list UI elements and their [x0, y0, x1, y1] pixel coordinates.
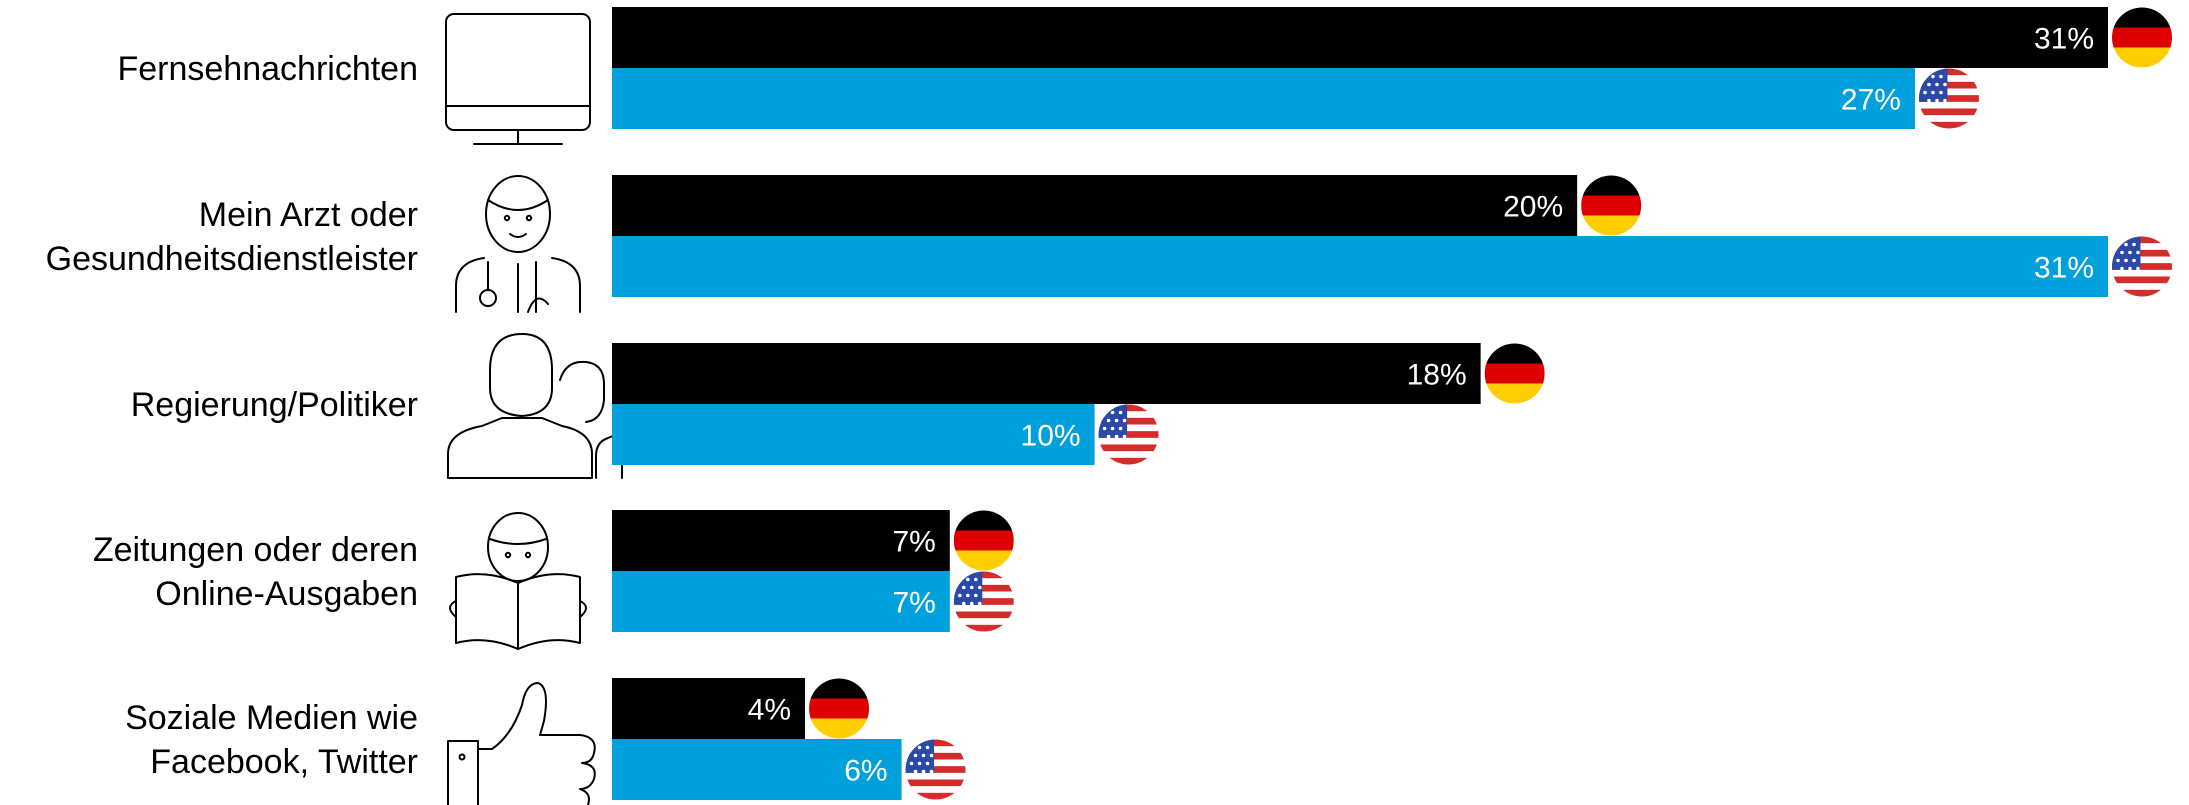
bar-germany [612, 175, 1578, 236]
bar-usa [612, 68, 1915, 129]
value-label: 4% [748, 694, 791, 727]
usa-flag-icon [905, 739, 966, 800]
value-label: 6% [844, 755, 887, 788]
usa-flag-icon [1098, 404, 1159, 465]
bar-germany [612, 678, 806, 739]
bars [612, 7, 2108, 800]
value-label: 10% [1021, 420, 1081, 453]
germany-flag-icon [2112, 7, 2172, 68]
value-label: 27% [1841, 84, 1901, 117]
category-label: Zeitungen oder deren Online-Ausgaben [93, 531, 418, 613]
value-label: 31% [2034, 23, 2094, 56]
doctor-icon [455, 175, 581, 313]
category-label: Regierung/Politiker [131, 386, 418, 424]
bar-germany [612, 343, 1481, 404]
value-label: 18% [1407, 359, 1467, 392]
value-label: 7% [892, 587, 935, 620]
germany-flag-icon [1581, 175, 1642, 236]
monitor-icon [445, 13, 591, 145]
germany-flag-icon [953, 510, 1014, 571]
bar-germany [612, 7, 2108, 68]
bar-usa [612, 571, 950, 632]
germany-flag-icon [1484, 343, 1545, 404]
category-label: Soziale Medien wie Facebook, Twitter [125, 699, 418, 781]
usa-flag-icon [1918, 68, 1979, 129]
bar-usa [612, 236, 2108, 297]
germany-flag-icon [809, 678, 870, 739]
category-icons [445, 13, 623, 805]
usa-flag-icon [953, 571, 1014, 632]
thumbs-up-icon [447, 682, 596, 805]
usa-flag-icon [2112, 236, 2172, 297]
politicians-icon [447, 333, 623, 479]
bar-germany [612, 510, 950, 571]
value-label: 20% [1503, 191, 1563, 224]
flags [809, 7, 2172, 800]
bar-usa [612, 739, 902, 800]
bar-usa [612, 404, 1095, 465]
category-label: Mein Arzt oder Gesundheitsdienstleister [46, 196, 418, 278]
value-label: 7% [892, 526, 935, 559]
value-label: 31% [2034, 252, 2094, 285]
category-labels: Fernsehnachrichten Mein Arzt oder Gesundhe… [46, 50, 418, 781]
value-labels: 31% 27% 20% 31% 18% 10% 7% 7% 4% 6% [748, 23, 2094, 788]
category-label: Fernsehnachrichten [117, 50, 418, 88]
newspaper-reader-icon [449, 512, 587, 650]
